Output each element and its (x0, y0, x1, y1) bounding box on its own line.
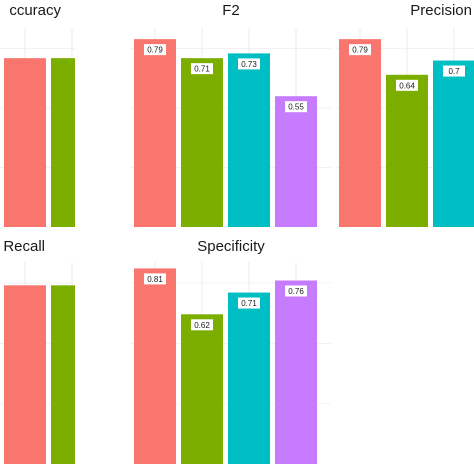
panel-specificity: Specificity 0.81 0.62 0.71 0.76 (131, 236, 331, 464)
data-label: 0.62 (194, 321, 210, 330)
panel-f2: F2 0.79 0.71 0.73 0.55 (131, 0, 331, 227)
bar-precision-2 (433, 60, 474, 227)
bar-f2-1 (181, 58, 223, 227)
plot-precision: 0.79 0.64 0.7 (336, 28, 474, 227)
data-label-box (238, 58, 260, 70)
bar-specificity-2 (228, 292, 270, 464)
plot-recall: 40.740.53 (0, 262, 75, 464)
data-label-box (144, 273, 166, 285)
data-label: 0.55 (288, 103, 304, 112)
data-label-box (144, 44, 166, 56)
panel-accuracy: ccuracy 50.720.65 (0, 0, 75, 227)
bar-f2-3 (275, 96, 317, 227)
data-label-box (285, 101, 307, 113)
data-label: 0.79 (147, 46, 163, 55)
data-label-box (349, 44, 371, 56)
data-label: 0.73 (241, 60, 257, 69)
panel-precision: Precision 0.79 0.64 0.7 (336, 0, 474, 227)
data-label-box (191, 63, 213, 75)
bar-precision-0 (339, 39, 381, 227)
panel-title-accuracy: ccuracy (9, 2, 61, 19)
bar-specificity-1 (181, 314, 223, 464)
panel-title-specificity: Specificity (197, 238, 265, 255)
panel-title-f2: F2 (222, 2, 240, 19)
bar-specificity-3 (275, 280, 317, 464)
bar-recall-0 (4, 285, 46, 464)
bar-accuracy-1 (51, 58, 75, 227)
bar-precision-1 (386, 74, 428, 227)
data-label: 0.64 (399, 81, 415, 90)
bar-specificity-0 (134, 268, 176, 464)
data-label: 0.7 (448, 67, 460, 76)
bar-recall-1 (51, 285, 75, 464)
data-label: 0.79 (352, 46, 368, 55)
data-label: 0.71 (194, 65, 210, 74)
bar-f2-0 (134, 39, 176, 227)
data-label: 0.81 (147, 275, 163, 284)
bar-f2-2 (228, 53, 270, 227)
panel-title-precision: Precision (410, 2, 472, 19)
data-label-box (238, 297, 260, 309)
data-label-box (285, 285, 307, 297)
data-label-box (396, 79, 418, 91)
data-label: 0.76 (288, 287, 304, 296)
plot-accuracy: 50.720.65 (0, 28, 75, 227)
plot-f2: 0.79 0.71 0.73 0.55 (131, 28, 331, 227)
panel-title-recall: Recall (3, 238, 45, 255)
data-label-box (443, 65, 465, 77)
data-label-box (191, 319, 213, 331)
bar-accuracy-0 (4, 58, 46, 227)
data-label: 0.71 (241, 299, 257, 308)
plot-specificity: 0.81 0.62 0.71 0.76 (131, 262, 331, 464)
panel-recall: Recall 40.740.53 (0, 236, 75, 464)
